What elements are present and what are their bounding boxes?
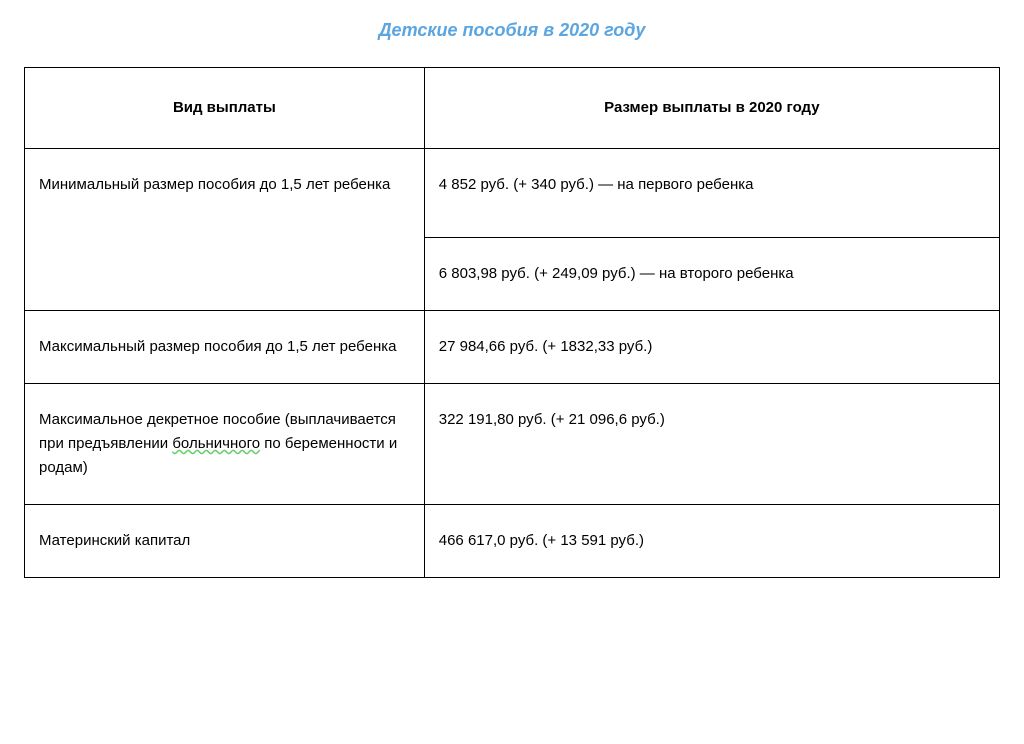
cell-payment-type: Максимальное декретное пособие (выплачив… [25,384,425,505]
cell-payment-amount: 6 803,98 руб. (+ 249,09 руб.) — на второ… [424,238,999,311]
cell-payment-type: Максимальный размер пособия до 1,5 лет р… [25,311,425,384]
table-row: Максимальный размер пособия до 1,5 лет р… [25,311,1000,384]
benefits-table: Вид выплаты Размер выплаты в 2020 году М… [24,67,1000,578]
table-row: Максимальное декретное пособие (выплачив… [25,384,1000,505]
cell-payment-amount: 27 984,66 руб. (+ 1832,33 руб.) [424,311,999,384]
cell-payment-amount: 322 191,80 руб. (+ 21 096,6 руб.) [424,384,999,505]
column-header-type: Вид выплаты [25,68,425,149]
table-row: Материнский капитал 466 617,0 руб. (+ 13… [25,505,1000,578]
cell-payment-amount: 466 617,0 руб. (+ 13 591 руб.) [424,505,999,578]
column-header-amount: Размер выплаты в 2020 году [424,68,999,149]
table-row: Минимальный размер пособия до 1,5 лет ре… [25,149,1000,238]
page-title: Детские пособия в 2020 году [24,20,1000,41]
table-header-row: Вид выплаты Размер выплаты в 2020 году [25,68,1000,149]
cell-payment-type: Минимальный размер пособия до 1,5 лет ре… [25,149,425,311]
spellcheck-word: больничного [172,435,260,452]
cell-payment-amount: 4 852 руб. (+ 340 руб.) — на первого реб… [424,149,999,238]
cell-payment-type: Материнский капитал [25,505,425,578]
